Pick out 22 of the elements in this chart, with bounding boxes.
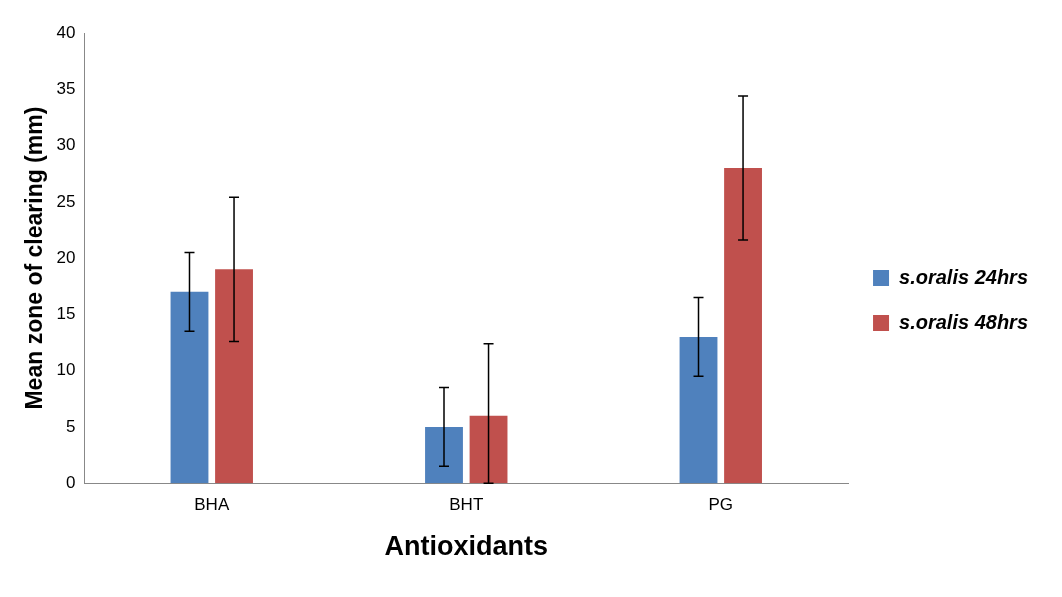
x-tick-label: BHT — [449, 495, 484, 515]
y-tick-label: 40 — [56, 22, 76, 42]
bar — [724, 168, 762, 484]
legend-label: s.oralis 24hrs — [899, 265, 1028, 288]
y-tick-label: 10 — [56, 360, 76, 380]
x-tick-label: BHA — [194, 495, 230, 515]
bar — [425, 426, 463, 484]
bar — [170, 291, 209, 484]
x-tick-label: PG — [708, 495, 734, 515]
y-tick-label: 5 — [66, 416, 76, 436]
y-tick-label: 20 — [56, 247, 76, 267]
legend-label: s.oralis 48hrs — [899, 310, 1028, 333]
y-tick-label: 25 — [56, 191, 76, 211]
y-tick-label: 15 — [56, 304, 76, 324]
y-tick-label: 0 — [66, 472, 76, 492]
bar — [215, 269, 253, 484]
y-tick-label: 35 — [56, 78, 76, 98]
y-tick-label: 30 — [56, 135, 76, 155]
bar — [469, 415, 508, 484]
bar — [679, 336, 718, 484]
y-axis-title: Mean zone of clearing (mm) — [21, 106, 48, 410]
x-axis-title: Antioxidants — [384, 531, 549, 562]
